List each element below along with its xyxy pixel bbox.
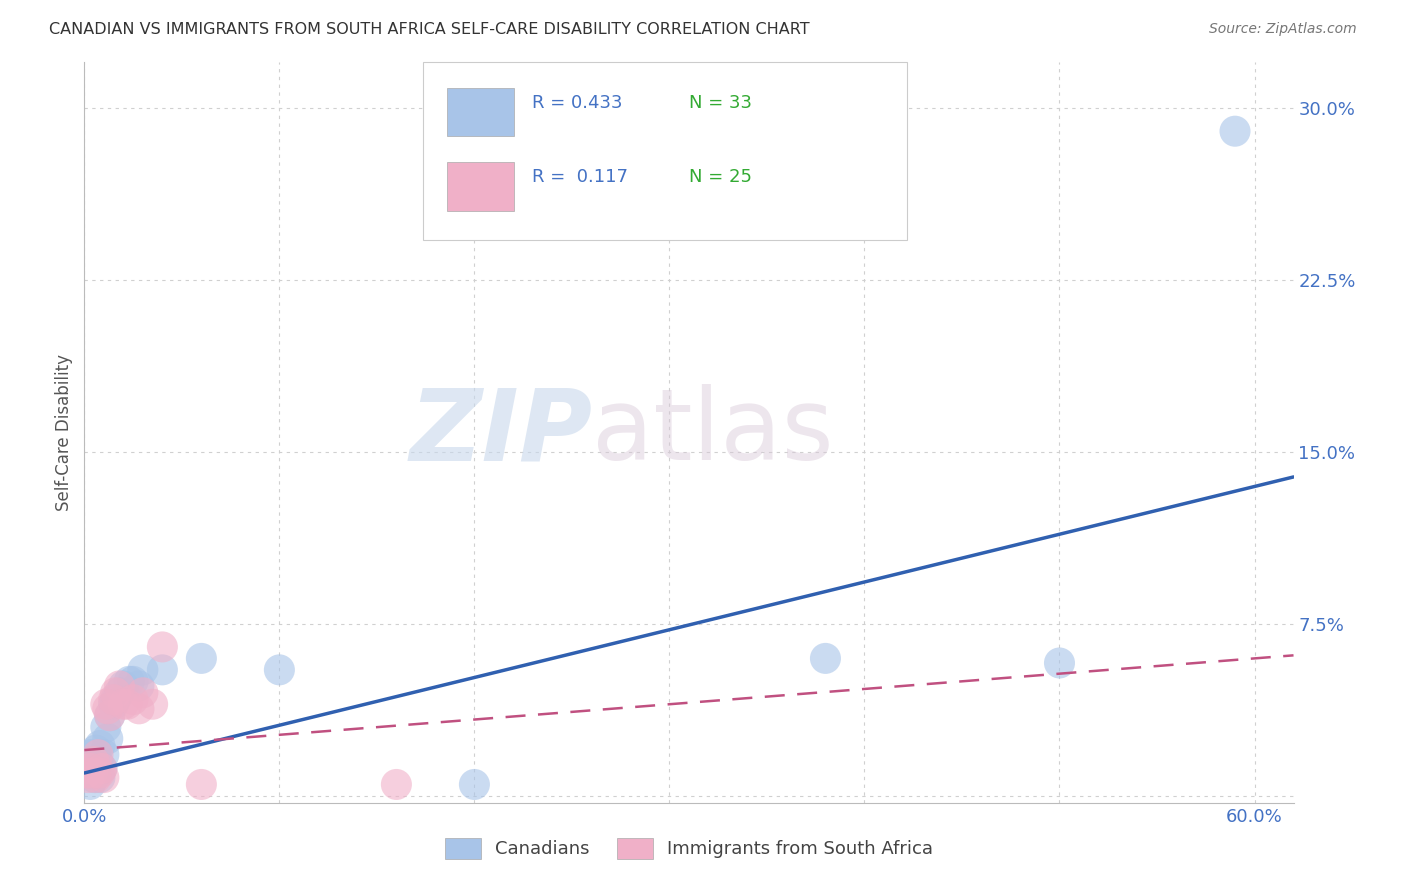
Point (90, 761, 112, 775)
Point (79, 761, 101, 775)
FancyBboxPatch shape (447, 162, 513, 211)
Point (132, 686, 155, 700)
Point (112, 679, 135, 693)
Text: CANADIAN VS IMMIGRANTS FROM SOUTH AFRICA SELF-CARE DISABILITY CORRELATION CHART: CANADIAN VS IMMIGRANTS FROM SOUTH AFRICA… (49, 22, 810, 37)
Point (122, 692, 145, 706)
Point (150, 663, 173, 677)
Text: ZIP: ZIP (409, 384, 592, 481)
Text: N = 33: N = 33 (689, 95, 752, 112)
Point (108, 686, 131, 700)
Point (84, 761, 107, 775)
FancyBboxPatch shape (423, 62, 907, 240)
Point (83, 771, 105, 785)
Point (463, 777, 485, 791)
Point (190, 777, 212, 791)
Point (82, 766, 104, 780)
Point (122, 674, 145, 689)
Text: atlas: atlas (592, 384, 834, 481)
Point (128, 702, 150, 716)
Point (103, 692, 125, 706)
Point (97, 731, 120, 746)
Point (104, 686, 127, 700)
Point (83, 755, 105, 769)
Point (1049, 656, 1071, 670)
Y-axis label: Self-Care Disability: Self-Care Disability (55, 354, 73, 511)
Point (150, 640, 173, 654)
Point (98, 708, 121, 723)
Point (104, 692, 127, 706)
Point (108, 679, 131, 693)
Point (93, 771, 115, 785)
Point (79, 747, 101, 762)
Point (112, 698, 135, 712)
Point (75, 766, 97, 780)
Point (385, 777, 408, 791)
Text: Source: ZipAtlas.com: Source: ZipAtlas.com (1209, 22, 1357, 37)
Point (142, 698, 165, 712)
Point (132, 663, 155, 677)
Text: R = 0.433: R = 0.433 (531, 95, 623, 112)
Point (814, 651, 837, 665)
Point (117, 698, 139, 712)
Point (98, 708, 121, 723)
Point (118, 674, 141, 689)
Point (82, 766, 104, 780)
FancyBboxPatch shape (447, 88, 513, 136)
Point (84, 743, 107, 757)
Point (93, 747, 115, 762)
Point (84, 771, 107, 785)
Point (94, 698, 117, 712)
Legend: Canadians, Immigrants from South Africa: Canadians, Immigrants from South Africa (436, 829, 942, 868)
Point (77, 771, 100, 785)
Point (87, 747, 110, 762)
Point (1223, 124, 1246, 138)
Point (83, 755, 105, 769)
Point (87, 766, 110, 780)
Point (89, 739, 111, 753)
Point (128, 679, 150, 693)
Point (190, 651, 212, 665)
Text: N = 25: N = 25 (689, 169, 752, 186)
Point (90, 761, 112, 775)
Point (89, 771, 111, 785)
Point (87, 755, 110, 769)
Point (103, 698, 125, 712)
Point (89, 766, 111, 780)
Text: R =  0.117: R = 0.117 (531, 169, 627, 186)
Point (97, 702, 120, 716)
Point (75, 766, 97, 780)
Point (77, 761, 100, 775)
Point (79, 777, 101, 791)
Point (94, 720, 117, 734)
Point (269, 663, 291, 677)
